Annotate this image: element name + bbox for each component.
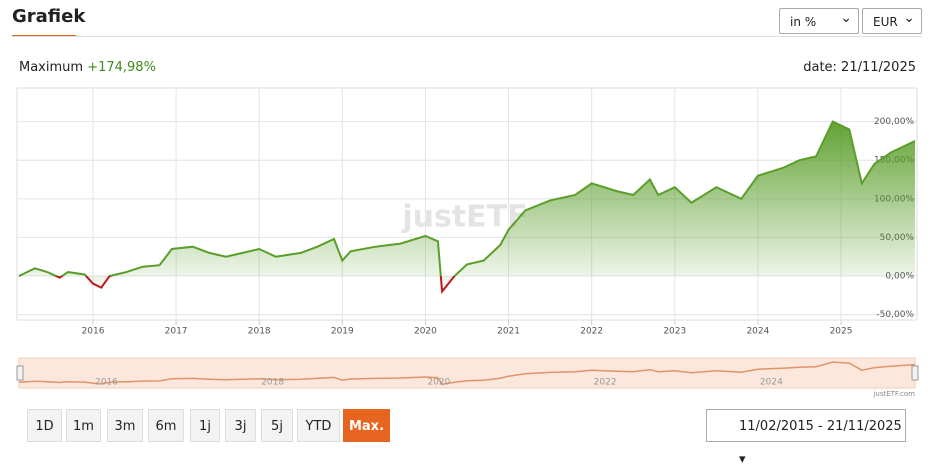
x-tick-label: 2024 — [746, 327, 769, 337]
x-tick-label: 2019 — [331, 327, 354, 337]
x-tick-label: 2025 — [830, 327, 853, 337]
navigator-tick-label: 2020 — [427, 378, 450, 388]
page-title: Grafiek — [12, 6, 86, 27]
summary-date: date: 21/11/2025 — [803, 60, 916, 75]
area — [19, 121, 915, 292]
y-tick-label: 0,00% — [885, 272, 914, 282]
navigator-tick-label: 2022 — [594, 378, 617, 388]
page: justETF-50,00%0,00%50,00%100,00%150,00%2… — [0, 0, 952, 450]
y-tick-label: -50,00% — [876, 310, 914, 320]
line — [18, 120, 916, 294]
range-button[interactable]: Max. — [343, 409, 390, 442]
navigator-handle — [16, 365, 24, 381]
range-button[interactable]: 3m — [107, 409, 143, 442]
x-tick-label: 2018 — [248, 327, 271, 337]
plot-border — [16, 87, 918, 321]
credit: justETF.com — [872, 390, 915, 398]
navigator-bg — [18, 357, 916, 389]
range-button[interactable]: 5j — [261, 409, 293, 442]
summary: Maximum +174,98% — [19, 60, 156, 75]
divider — [12, 36, 922, 37]
summary-value: +174,98% — [87, 60, 156, 75]
watermark: justETF — [401, 200, 527, 235]
unit-select[interactable]: in % — [779, 5, 859, 34]
navigator-tick-label: 2016 — [95, 378, 118, 388]
x-tick-label: 2017 — [165, 327, 188, 337]
range-button[interactable]: 6m — [148, 409, 184, 442]
x-tick-label: 2020 — [414, 327, 437, 337]
summary-label: Maximum — [19, 60, 84, 75]
x-tick-label: 2021 — [497, 327, 520, 337]
y-tick-label: 200,00% — [874, 117, 914, 127]
range-button[interactable]: 3j — [225, 409, 256, 442]
range-button[interactable]: 1m — [66, 409, 101, 442]
navigator-line — [18, 361, 916, 386]
range-button[interactable]: 1j — [190, 409, 220, 442]
navigator-tick-label: 2024 — [760, 378, 783, 388]
chart: justETF-50,00%0,00%50,00%100,00%150,00%2… — [16, 87, 919, 398]
range-button[interactable]: 1D — [27, 409, 62, 442]
x-tick-label: 2023 — [663, 327, 686, 337]
currency-select[interactable]: EUR — [862, 5, 922, 34]
date-range-picker[interactable]: 11/02/2015 - 21/11/2025 ▾ — [706, 409, 906, 467]
range-button[interactable]: YTD — [297, 409, 340, 442]
navigator-handle — [911, 365, 919, 381]
x-tick-label: 2022 — [580, 327, 603, 337]
date-range: 11/02/2015 - 21/11/2025 — [739, 419, 902, 434]
navigator-tick-label: 2018 — [261, 378, 284, 388]
x-tick-label: 2016 — [82, 327, 105, 337]
